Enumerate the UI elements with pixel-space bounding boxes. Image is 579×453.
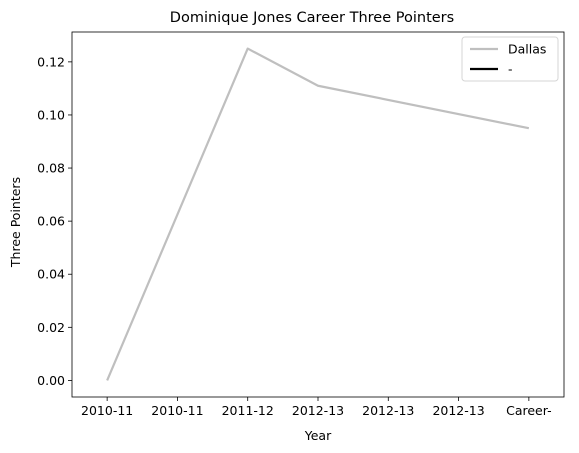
y-tick-label: 0.10 (37, 107, 65, 122)
plot-area: 0.00 0.02 0.04 0.06 0.08 0.10 0.12 2010-11 2010-… (37, 31, 565, 418)
x-tick-label: Career- (506, 403, 551, 418)
x-tick-label: 2010-11 (81, 403, 133, 418)
y-tick-label: 0.02 (37, 320, 65, 335)
y-tick-label: 0.06 (37, 214, 65, 229)
y-axis-label: Three Pointers (8, 177, 23, 268)
series-line-dallas (106, 47, 530, 381)
x-tick-label: 2012-13 (432, 403, 484, 418)
x-tick-label: 2011-12 (222, 403, 274, 418)
y-tick-label: 0.08 (37, 161, 65, 176)
x-tick-label: 2012-13 (292, 403, 344, 418)
x-tick-label: 2012-13 (362, 403, 414, 418)
legend-label: - (508, 62, 513, 77)
chart-title: Dominique Jones Career Three Pointers (170, 10, 454, 26)
x-axis-label: Year (304, 428, 332, 443)
legend-label: Dallas (508, 42, 546, 57)
y-tick-label: 0.04 (37, 267, 65, 282)
y-tick-label: 0.12 (37, 54, 65, 69)
y-tick-label: 0.00 (37, 373, 65, 388)
x-tick-label: 2010-11 (151, 403, 203, 418)
